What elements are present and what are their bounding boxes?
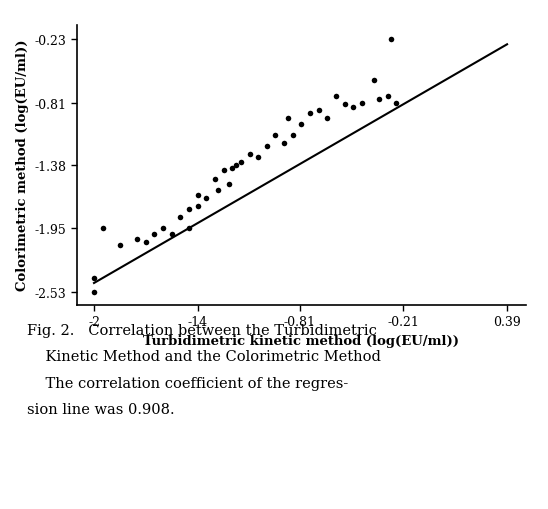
Point bbox=[245, 151, 254, 159]
Point bbox=[340, 100, 349, 108]
Point bbox=[254, 153, 262, 161]
Point bbox=[375, 96, 384, 104]
Point bbox=[185, 224, 193, 233]
Point bbox=[210, 175, 219, 183]
Point bbox=[225, 181, 233, 189]
Point bbox=[306, 109, 315, 118]
Point bbox=[392, 99, 401, 107]
Point bbox=[262, 142, 271, 150]
Text: Kinetic Method and the Colorimetric Method: Kinetic Method and the Colorimetric Meth… bbox=[27, 350, 381, 363]
Point bbox=[193, 203, 202, 211]
Point bbox=[185, 206, 193, 214]
Point bbox=[315, 107, 323, 115]
Point bbox=[90, 288, 99, 296]
Point bbox=[167, 230, 176, 238]
Point bbox=[150, 230, 159, 238]
Point bbox=[98, 224, 107, 233]
Point bbox=[349, 104, 358, 112]
Point bbox=[323, 115, 332, 123]
Point bbox=[384, 93, 392, 101]
Point bbox=[193, 191, 202, 200]
Text: Fig. 2.   Correlation between the Turbidimetric: Fig. 2. Correlation between the Turbidim… bbox=[27, 323, 377, 337]
Point bbox=[116, 241, 124, 249]
Point bbox=[90, 274, 99, 282]
Point bbox=[141, 239, 150, 247]
Point bbox=[283, 115, 292, 123]
X-axis label: Turbidimetric kinetic method (log(EU/ml)): Turbidimetric kinetic method (log(EU/ml)… bbox=[144, 334, 459, 347]
Point bbox=[357, 99, 366, 107]
Point bbox=[279, 140, 288, 148]
Point bbox=[297, 120, 306, 128]
Point bbox=[288, 131, 297, 139]
Point bbox=[219, 166, 228, 175]
Point bbox=[387, 36, 396, 44]
Point bbox=[214, 186, 223, 194]
Y-axis label: Colorimetric method (log(EU/ml)): Colorimetric method (log(EU/ml)) bbox=[16, 40, 28, 291]
Point bbox=[176, 213, 185, 221]
Point bbox=[228, 164, 237, 172]
Point bbox=[332, 93, 340, 101]
Point bbox=[369, 76, 378, 84]
Text: The correlation coefficient of the regres-: The correlation coefficient of the regre… bbox=[27, 376, 349, 390]
Point bbox=[133, 236, 141, 244]
Point bbox=[271, 131, 280, 139]
Point bbox=[202, 195, 211, 203]
Point bbox=[159, 224, 168, 233]
Text: sion line was 0.908.: sion line was 0.908. bbox=[27, 403, 175, 416]
Point bbox=[231, 162, 240, 170]
Point bbox=[237, 159, 246, 167]
